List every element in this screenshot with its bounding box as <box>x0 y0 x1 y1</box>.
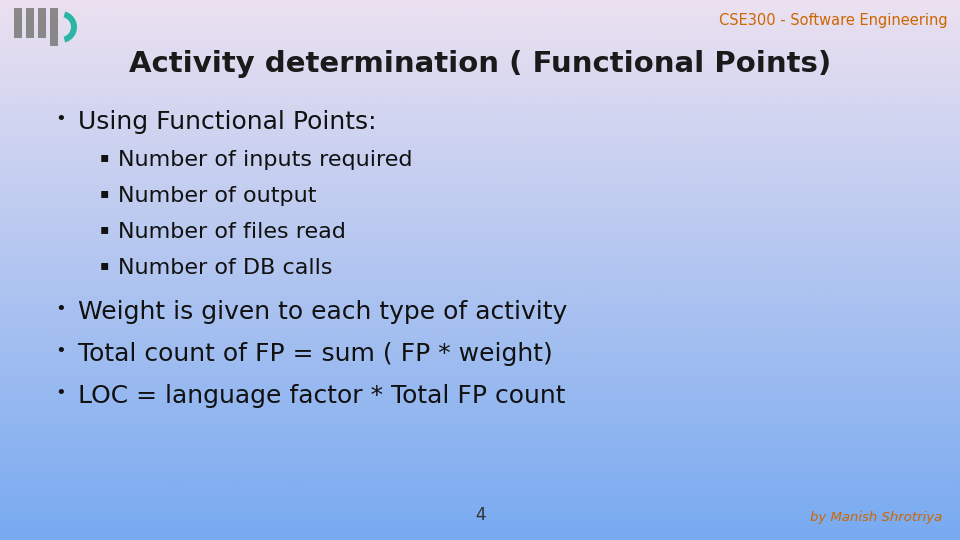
Text: •: • <box>55 384 65 402</box>
Text: •: • <box>55 342 65 360</box>
Bar <box>14 8 22 38</box>
Text: 4: 4 <box>475 506 485 524</box>
Text: CSE300 - Software Engineering: CSE300 - Software Engineering <box>719 13 948 28</box>
Text: Using Functional Points:: Using Functional Points: <box>78 110 376 134</box>
Text: Number of files read: Number of files read <box>118 222 346 242</box>
Text: Number of DB calls: Number of DB calls <box>118 258 332 278</box>
Text: ▪: ▪ <box>100 150 109 164</box>
Wedge shape <box>63 11 77 43</box>
Text: LOC = language factor * Total FP count: LOC = language factor * Total FP count <box>78 384 565 408</box>
Text: ▪: ▪ <box>100 186 109 200</box>
Bar <box>26 8 34 38</box>
Text: Activity determination ( Functional Points): Activity determination ( Functional Poin… <box>129 50 831 78</box>
Text: ▪: ▪ <box>100 258 109 272</box>
Text: Total count of FP = sum ( FP * weight): Total count of FP = sum ( FP * weight) <box>78 342 553 366</box>
Text: Number of inputs required: Number of inputs required <box>118 150 413 170</box>
Text: ▪: ▪ <box>100 222 109 236</box>
Text: Number of output: Number of output <box>118 186 317 206</box>
Text: by Manish Shrotriya: by Manish Shrotriya <box>809 511 942 524</box>
Text: •: • <box>55 110 65 128</box>
Text: Weight is given to each type of activity: Weight is given to each type of activity <box>78 300 567 324</box>
Bar <box>50 8 58 46</box>
Bar <box>38 8 46 38</box>
Text: •: • <box>55 300 65 318</box>
